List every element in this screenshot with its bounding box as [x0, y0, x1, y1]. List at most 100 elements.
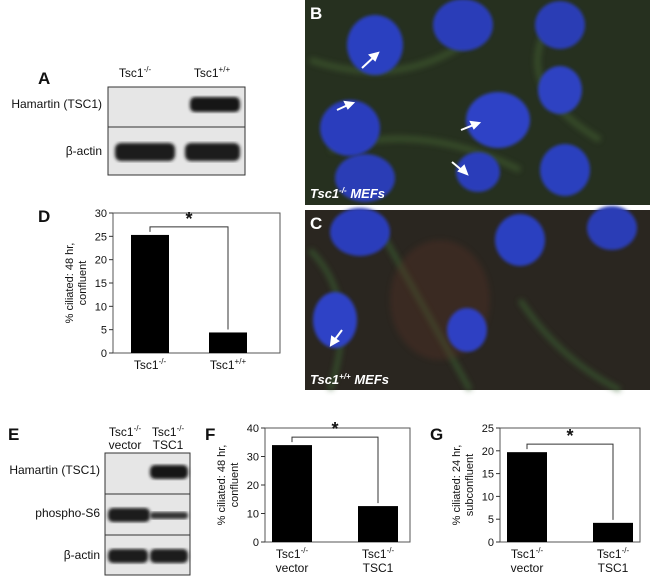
name: Tsc1 [134, 358, 159, 372]
row-label: β-actin [64, 548, 100, 562]
name: Tsc1 [119, 66, 144, 80]
y-tick-label: 15 [95, 278, 107, 290]
name: Tsc1 [362, 547, 387, 561]
column-header: Tsc1-/- [119, 65, 152, 80]
row-label: Hamartin (TSC1) [9, 463, 100, 477]
name: Tsc1 [152, 425, 177, 439]
y-tick-label: 15 [482, 469, 494, 481]
y-axis-label: subconfluent [464, 454, 476, 516]
name: Tsc1 [310, 372, 339, 387]
x-tick-label: vector [511, 561, 544, 575]
y-tick-label: 5 [488, 514, 494, 526]
x-tick-label: Tsc1+/+ [210, 357, 247, 372]
band [108, 549, 148, 563]
bar [593, 522, 633, 542]
y-axis-label: % ciliated: 48 hr, [216, 445, 228, 526]
caption: Tsc1+/+ MEFs [310, 372, 389, 387]
y-tick-label: 0 [253, 537, 259, 549]
band [185, 143, 240, 161]
significance-bracket [149, 226, 229, 330]
sup: -/- [387, 546, 395, 555]
bar [209, 332, 247, 353]
x-tick-label: Tsc1-/- [362, 546, 395, 561]
y-tick-label: 25 [95, 231, 107, 243]
y-axis-label: confluent [77, 261, 89, 306]
sup: +/+ [235, 357, 247, 366]
column-header: Tsc1-/- [109, 424, 142, 439]
y-tick-label: 30 [95, 208, 107, 220]
sup: -/- [159, 357, 167, 366]
x-tick-label: Tsc1-/- [511, 546, 544, 561]
y-tick-label: 40 [247, 423, 259, 435]
micrograph [305, 0, 650, 205]
name: Tsc1 [210, 358, 235, 372]
sup: +/+ [219, 65, 231, 74]
sup: +/+ [339, 372, 351, 381]
significance-bracket [291, 436, 379, 504]
significance-mark: * [331, 419, 338, 439]
band [150, 549, 188, 563]
x-tick-label: TSC1 [598, 561, 629, 575]
column-header: Tsc1+/+ [194, 65, 231, 80]
y-axis-label: % ciliated: 24 hr, [451, 445, 463, 526]
panel-label: D [38, 207, 50, 226]
row-label: β-actin [66, 144, 102, 158]
row-label: Hamartin (TSC1) [11, 97, 102, 111]
significance-mark: * [185, 209, 192, 229]
x-tick-label: Tsc1-/- [276, 546, 309, 561]
y-tick-label: 0 [488, 537, 494, 549]
sup: -/- [177, 424, 185, 433]
y-tick-label: 10 [247, 509, 259, 521]
panel-label: B [310, 4, 322, 23]
y-tick-label: 0 [101, 348, 107, 360]
column-header: TSC1 [153, 438, 184, 452]
column-header: vector [109, 438, 142, 452]
name: Tsc1 [511, 547, 536, 561]
bar [131, 234, 169, 353]
bar [507, 452, 547, 542]
name: Tsc1 [276, 547, 301, 561]
micrograph [305, 206, 650, 393]
rest: MEFs [351, 372, 389, 387]
panel-label: A [38, 69, 50, 88]
name: Tsc1 [194, 66, 219, 80]
x-tick-label: Tsc1-/- [597, 546, 630, 561]
y-tick-label: 5 [101, 325, 107, 337]
significance-bracket [526, 443, 614, 520]
y-axis-label: confluent [229, 463, 241, 508]
rest: MEFs [347, 186, 385, 201]
y-tick-label: 20 [247, 480, 259, 492]
band [190, 97, 240, 112]
y-tick-label: 25 [482, 423, 494, 435]
band [150, 465, 188, 479]
y-tick-label: 20 [95, 255, 107, 267]
y-tick-label: 10 [482, 491, 494, 503]
name: Tsc1 [597, 547, 622, 561]
sup: -/- [144, 65, 152, 74]
name: Tsc1 [310, 186, 339, 201]
sup: -/- [134, 424, 142, 433]
panel-label: G [430, 425, 443, 444]
y-axis-label: % ciliated: 48 hr, [64, 243, 76, 324]
bar [358, 506, 398, 542]
band [115, 143, 175, 161]
row-label: phospho-S6 [35, 506, 100, 520]
column-header: Tsc1-/- [152, 424, 185, 439]
name: Tsc1 [109, 425, 134, 439]
significance-mark: * [566, 426, 573, 446]
panel-label: F [205, 425, 215, 444]
panel-label: C [310, 214, 322, 233]
panel-label: E [8, 425, 19, 444]
y-tick-label: 10 [95, 301, 107, 313]
sup: -/- [536, 546, 544, 555]
x-tick-label: Tsc1-/- [134, 357, 167, 372]
sup: -/- [339, 186, 347, 195]
x-tick-label: vector [276, 561, 309, 575]
x-tick-label: TSC1 [363, 561, 394, 575]
caption: Tsc1-/- MEFs [310, 186, 385, 201]
y-tick-label: 20 [482, 446, 494, 458]
bar [272, 445, 312, 542]
sup: -/- [301, 546, 309, 555]
band [150, 512, 188, 519]
